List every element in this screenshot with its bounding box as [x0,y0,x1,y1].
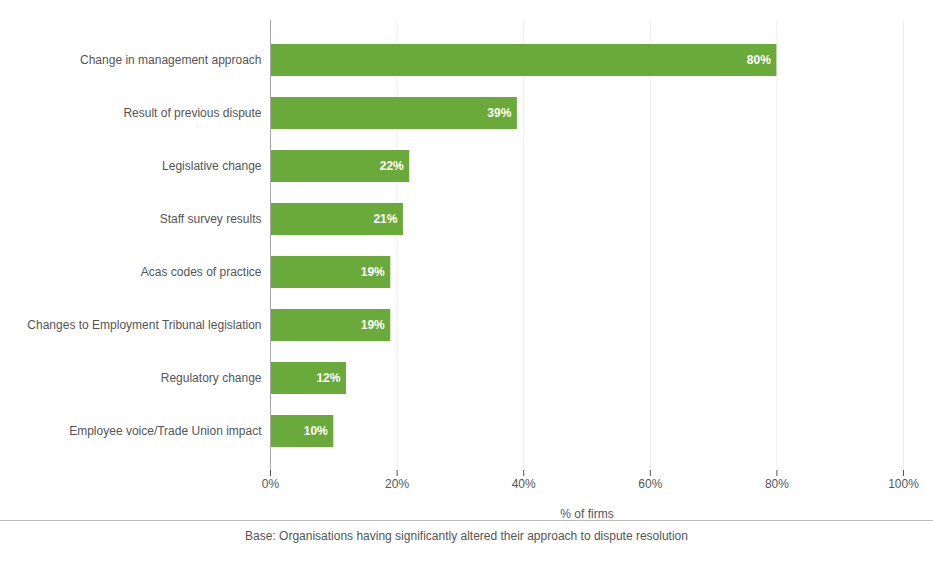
svg-text:21%: 21% [373,212,397,226]
svg-text:39%: 39% [487,106,511,120]
svg-text:Legislative change: Legislative change [162,159,262,173]
svg-text:Change in management approach: Change in management approach [80,53,261,67]
svg-text:40%: 40% [512,477,536,491]
svg-text:% of firms: % of firms [560,507,613,521]
svg-text:10%: 10% [304,424,328,438]
svg-text:60%: 60% [638,477,662,491]
svg-text:Acas codes of practice: Acas codes of practice [141,265,262,279]
svg-text:22%: 22% [380,159,404,173]
svg-text:Employee voice/Trade Union imp: Employee voice/Trade Union impact [69,424,262,438]
svg-text:Changes to Employment Tribunal: Changes to Employment Tribunal legislati… [27,318,261,332]
svg-text:80%: 80% [747,53,771,67]
svg-text:80%: 80% [765,477,789,491]
svg-text:0%: 0% [262,477,280,491]
svg-text:Result of previous dispute: Result of previous dispute [123,106,261,120]
svg-text:100%: 100% [888,477,919,491]
svg-text:Staff survey results: Staff survey results [160,212,262,226]
svg-text:19%: 19% [361,318,385,332]
svg-text:12%: 12% [316,371,340,385]
html-text:Base: Organisations having sig: Base: Organisations having significantly… [245,529,688,543]
svg-text:Regulatory change: Regulatory change [161,371,262,385]
svg-text:20%: 20% [385,477,409,491]
svg-text:19%: 19% [361,265,385,279]
